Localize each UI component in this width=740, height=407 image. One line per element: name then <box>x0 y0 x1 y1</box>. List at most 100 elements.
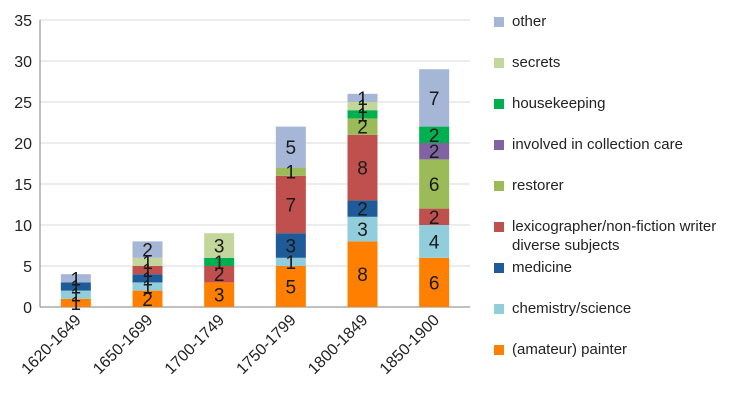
bar-segment <box>132 257 163 266</box>
y-tick-label: 20 <box>14 136 32 153</box>
legend-item: secrets <box>494 53 727 72</box>
legend-item: other <box>494 12 727 31</box>
y-tick-label: 30 <box>14 54 32 71</box>
bar-segment <box>347 216 378 242</box>
bar-segment <box>419 126 450 143</box>
data-label: 1 <box>142 278 153 299</box>
bar-segment <box>347 134 378 201</box>
legend-swatch <box>494 58 504 68</box>
bar-segment <box>132 241 163 258</box>
data-label: 1 <box>71 286 82 307</box>
x-axis-ticks: 1620-1649 1650-1699 1700-1749 1750-1799 1800… <box>19 312 444 378</box>
data-label: 8 <box>357 159 368 180</box>
data-label: 8 <box>357 265 368 286</box>
data-label: 2 <box>142 241 153 262</box>
data-label: 3 <box>214 286 225 307</box>
data-label: 1 <box>286 163 297 184</box>
data-label: 6 <box>429 175 440 196</box>
y-tick-label: 0 <box>23 300 32 317</box>
legend-label: restorer <box>512 177 564 194</box>
legend-item: involved in collection care <box>494 135 727 154</box>
legend-swatch <box>494 17 504 27</box>
legend-label: secrets <box>512 54 561 71</box>
data-label: 6 <box>429 273 440 294</box>
bar-segment <box>419 225 450 258</box>
bar-segment <box>275 266 306 307</box>
bar-segment <box>419 257 450 307</box>
data-label: 1 <box>142 253 153 274</box>
bar-segment <box>419 143 450 160</box>
data-label: 5 <box>286 278 297 299</box>
bar-segment <box>60 274 91 283</box>
legend-swatch <box>494 345 504 355</box>
legend-label: involved in collection care <box>512 136 683 153</box>
legend-swatch <box>494 99 504 109</box>
x-tick-label: 1650-1699 <box>90 312 156 378</box>
bar-segment <box>60 298 91 307</box>
bar-segment <box>132 274 163 283</box>
data-label: 2 <box>214 265 225 286</box>
legend-label: (amateur) painter <box>512 341 628 358</box>
legend-label: chemistry/science <box>512 300 632 317</box>
data-label: 1 <box>357 97 368 118</box>
data-label: 2 <box>357 118 368 139</box>
bar-segment <box>60 290 91 299</box>
bar-segment <box>347 110 378 119</box>
legend-swatch <box>494 304 504 314</box>
bar-segment <box>60 282 91 291</box>
data-label: 2 <box>429 142 440 163</box>
legend-label: lexicographer/non-fiction writer diverse… <box>512 218 717 254</box>
data-label: 2 <box>429 208 440 229</box>
data-label: 2 <box>357 200 368 221</box>
data-label: 1 <box>214 253 225 274</box>
bar-segment <box>347 93 378 102</box>
bar-segment <box>204 282 235 307</box>
y-tick-label: 10 <box>14 218 32 235</box>
legend-swatch <box>494 181 504 191</box>
bar-segment <box>275 175 306 234</box>
bar-segment <box>132 282 163 291</box>
y-tick-label: 25 <box>14 95 32 112</box>
legend-label: other <box>512 13 547 30</box>
bars <box>60 69 450 307</box>
x-tick-label: 1750-1799 <box>234 312 300 378</box>
data-label: 5 <box>286 138 297 159</box>
data-label: 4 <box>429 232 440 253</box>
data-label: 1 <box>71 278 82 299</box>
data-label: 1 <box>286 253 297 274</box>
bar-segment <box>419 69 450 127</box>
gridlines <box>40 19 470 267</box>
data-label: 7 <box>429 89 440 110</box>
data-label: 3 <box>286 237 297 258</box>
bar-segment <box>419 208 450 225</box>
y-tick-label: 35 <box>14 13 32 30</box>
bar-segment <box>132 266 163 275</box>
y-tick-label: 15 <box>14 177 32 194</box>
legend-label: housekeeping <box>512 95 606 112</box>
legend-item: chemistry/science <box>494 299 727 318</box>
bar-segment <box>204 257 235 266</box>
x-tick-label: 1800-1849 <box>305 312 371 378</box>
bar-segment <box>204 233 235 258</box>
x-tick-label: 1620-1649 <box>19 312 85 378</box>
data-label: 1 <box>357 89 368 110</box>
legend-label: medicine <box>512 259 573 276</box>
bar-segment <box>204 266 235 283</box>
bar-segment <box>347 200 378 217</box>
data-label: 1 <box>71 294 82 315</box>
y-axis-ticks: 0 5 10 15 20 25 30 35 <box>14 13 32 317</box>
x-tick-label: 1850-1900 <box>377 312 443 378</box>
bar-segment <box>419 159 450 209</box>
data-label: 1 <box>142 269 153 290</box>
bar-segment <box>347 102 378 111</box>
legend-swatch <box>494 222 504 232</box>
bar-segment <box>275 257 306 266</box>
axes <box>39 20 470 308</box>
data-label: 1 <box>142 261 153 282</box>
bar-segment <box>347 241 378 307</box>
bar-segment <box>132 290 163 307</box>
legend-swatch <box>494 140 504 150</box>
data-label: 3 <box>357 220 368 241</box>
